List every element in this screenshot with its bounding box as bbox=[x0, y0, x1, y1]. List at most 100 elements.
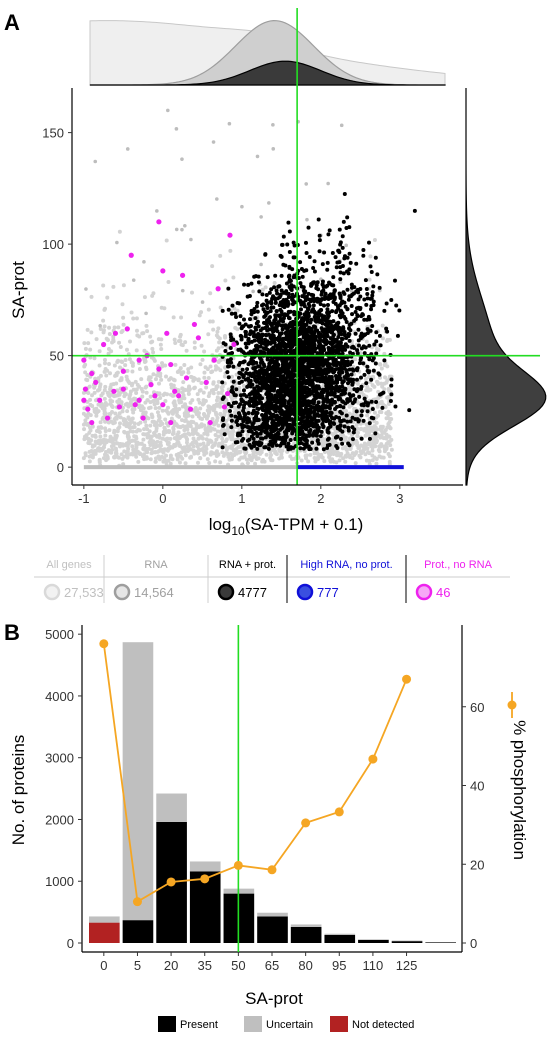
point-rna-prot bbox=[358, 357, 363, 362]
point-all-genes bbox=[166, 411, 171, 416]
point-all-genes bbox=[120, 456, 125, 461]
point-rna-prot bbox=[311, 303, 316, 308]
point-rna-prot bbox=[358, 287, 363, 292]
point-all-genes bbox=[134, 348, 139, 353]
point-all-genes bbox=[192, 376, 197, 381]
point-rna-prot bbox=[314, 366, 319, 371]
point-rna-prot bbox=[305, 444, 310, 449]
point-all-genes bbox=[208, 405, 213, 410]
point-rna bbox=[267, 201, 271, 205]
point-all-genes bbox=[147, 440, 152, 445]
point-all-genes bbox=[87, 454, 92, 459]
point-all-genes bbox=[144, 390, 149, 395]
point-all-genes bbox=[157, 381, 162, 386]
point-rna-prot bbox=[343, 316, 348, 321]
point-all-genes bbox=[122, 449, 127, 454]
point-all-genes bbox=[367, 277, 372, 282]
point-rna-prot bbox=[362, 297, 367, 302]
point-rna-prot bbox=[317, 238, 322, 243]
point-all-genes bbox=[132, 397, 137, 402]
point-all-genes bbox=[385, 364, 390, 369]
point-all-genes bbox=[125, 455, 130, 460]
point-all-genes bbox=[185, 427, 190, 432]
point-all-genes bbox=[106, 448, 111, 453]
point-all-genes bbox=[184, 447, 189, 452]
point-all-genes bbox=[103, 306, 108, 311]
point-rna bbox=[98, 323, 102, 328]
point-all-genes bbox=[313, 459, 318, 464]
point-rna-prot bbox=[259, 340, 264, 345]
point-rna-prot bbox=[356, 290, 361, 295]
point-rna-prot bbox=[251, 330, 256, 335]
point-all-genes bbox=[147, 406, 152, 411]
point-all-genes bbox=[98, 327, 103, 332]
point-rna-prot bbox=[265, 275, 270, 280]
point-all-genes bbox=[362, 426, 367, 431]
point-rna-prot bbox=[365, 364, 370, 369]
point-rna-prot bbox=[245, 384, 250, 389]
point-all-genes bbox=[389, 417, 394, 422]
point-rna-prot bbox=[282, 441, 287, 446]
point-all-genes bbox=[88, 428, 93, 433]
point-all-genes bbox=[347, 416, 352, 421]
point-all-genes bbox=[174, 452, 179, 457]
point-rna-prot bbox=[243, 322, 248, 327]
point-rna-prot bbox=[367, 240, 372, 245]
point-all-genes bbox=[150, 415, 155, 420]
point-all-genes bbox=[123, 402, 128, 407]
point-all-genes bbox=[82, 437, 87, 442]
point-all-genes bbox=[258, 451, 263, 456]
point-rna-prot bbox=[377, 285, 382, 290]
point-all-genes bbox=[113, 411, 118, 416]
point-all-genes bbox=[98, 434, 103, 439]
point-rna-prot bbox=[382, 308, 387, 313]
point-rna-prot bbox=[244, 370, 249, 375]
point-all-genes bbox=[90, 453, 95, 458]
point-rna-prot bbox=[334, 444, 339, 449]
point-all-genes bbox=[367, 451, 372, 456]
point-rna-prot bbox=[299, 385, 304, 390]
point-rna-prot bbox=[370, 324, 375, 329]
point-all-genes bbox=[215, 415, 220, 420]
point-rna-prot bbox=[249, 357, 254, 362]
point-rna-prot bbox=[364, 302, 369, 307]
point-all-genes bbox=[213, 459, 218, 464]
point-all-genes bbox=[153, 459, 158, 464]
point-rna-prot bbox=[354, 306, 359, 311]
point-rna-prot bbox=[338, 296, 343, 301]
point-rna bbox=[183, 223, 187, 228]
point-all-genes bbox=[365, 384, 370, 389]
point-all-genes bbox=[269, 458, 274, 463]
point-all-genes bbox=[126, 379, 131, 384]
point-all-genes bbox=[155, 401, 160, 406]
point-rna-prot bbox=[236, 404, 241, 409]
point-rna-prot bbox=[256, 324, 261, 329]
point-rna-prot bbox=[389, 377, 394, 382]
point-all-genes bbox=[214, 348, 219, 353]
point-all-genes bbox=[288, 454, 293, 459]
point-all-genes bbox=[92, 356, 97, 361]
point-rna-prot bbox=[283, 323, 288, 328]
point-rna-prot bbox=[339, 437, 344, 442]
point-all-genes bbox=[115, 429, 120, 434]
right-marginal-density bbox=[465, 88, 547, 486]
point-all-genes bbox=[104, 373, 109, 378]
point-rna-prot bbox=[266, 446, 271, 451]
point-rna bbox=[93, 159, 98, 164]
point-rna-prot bbox=[315, 280, 320, 285]
point-rna-prot bbox=[276, 431, 281, 436]
point-all-genes bbox=[231, 429, 236, 434]
point-all-genes bbox=[85, 399, 90, 404]
point-rna-prot bbox=[331, 333, 336, 338]
point-all-genes bbox=[81, 456, 86, 461]
point-rna-prot bbox=[246, 336, 251, 341]
point-all-genes bbox=[201, 400, 206, 405]
point-all-genes bbox=[106, 351, 111, 356]
point-all-genes bbox=[117, 425, 122, 430]
point-all-genes bbox=[277, 447, 282, 452]
point-rna-prot bbox=[286, 220, 291, 225]
point-rna-prot bbox=[392, 278, 397, 283]
point-all-genes bbox=[224, 408, 229, 413]
point-all-genes bbox=[198, 456, 203, 461]
point-all-genes bbox=[218, 429, 223, 434]
